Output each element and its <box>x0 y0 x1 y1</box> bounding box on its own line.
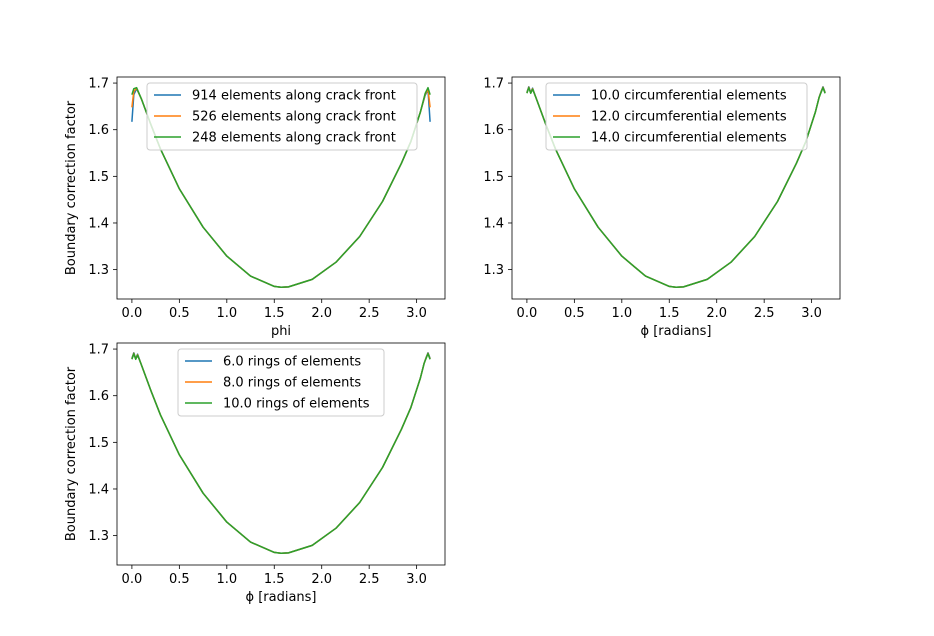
legend-entry: 10.0 circumferential elements <box>591 89 787 104</box>
x-tick-label: 2.0 <box>311 306 332 321</box>
x-tick-label: 2.5 <box>754 306 775 321</box>
y-tick-label: 1.6 <box>88 123 109 138</box>
x-tick-label: 1.0 <box>216 306 237 321</box>
legend-entry: 914 elements along crack front <box>192 89 396 104</box>
y-tick-label: 1.7 <box>88 77 109 92</box>
x-tick-label: 1.0 <box>611 306 632 321</box>
y-tick-label: 1.6 <box>88 389 109 404</box>
y-axis-label: Boundary correction factor <box>64 100 79 275</box>
x-tick-label: 0.5 <box>169 306 190 321</box>
y-tick-label: 1.5 <box>88 170 109 185</box>
x-tick-label: 0.5 <box>564 306 585 321</box>
y-tick-label: 1.3 <box>88 263 109 278</box>
y-tick-label: 1.6 <box>483 123 504 138</box>
y-tick-label: 1.4 <box>88 482 109 497</box>
axes-frame <box>116 342 446 566</box>
x-tick-label: 3.0 <box>406 306 427 321</box>
x-tick-label: 1.0 <box>216 572 237 587</box>
y-tick-label: 1.3 <box>483 263 504 278</box>
x-axis-label: ϕ [radians] <box>640 324 711 339</box>
legend-frame <box>177 348 385 417</box>
y-tick-label: 1.7 <box>88 343 109 358</box>
legend-entry: 8.0 rings of elements <box>223 376 361 391</box>
legend-frame <box>146 82 418 151</box>
x-tick-label: 2.0 <box>706 306 727 321</box>
x-tick-label: 0.5 <box>169 572 190 587</box>
x-tick-label: 2.5 <box>359 306 380 321</box>
x-tick-label: 1.5 <box>659 306 680 321</box>
subplot-1: 0.0 0.5 1.0 1.5 2.0 2.5 3.0 1.3 1.4 1.5 1.6 1.7 phi B… <box>64 76 446 339</box>
legend-entry: 6.0 rings of elements <box>223 355 361 370</box>
y-tick-label: 1.5 <box>483 170 504 185</box>
x-tick-label: 0.0 <box>517 306 538 321</box>
legend-frame <box>545 82 808 151</box>
x-tick-label: 2.0 <box>311 572 332 587</box>
y-tick-label: 1.4 <box>88 216 109 231</box>
y-tick-label: 1.5 <box>88 436 109 451</box>
x-tick-label: 3.0 <box>406 572 427 587</box>
legend-entry: 10.0 rings of elements <box>223 397 370 412</box>
legend: 10.0 circumferential elements 12.0 circum… <box>545 82 808 151</box>
x-axis-label: ϕ [radians] <box>245 590 316 605</box>
legend-entry: 14.0 circumferential elements <box>591 131 787 146</box>
subplot-3: 0.0 0.5 1.0 1.5 2.0 2.5 3.0 1.3 1.4 1.5 1.6 1.7 ϕ [r… <box>64 342 446 605</box>
x-tick-label: 1.5 <box>264 572 285 587</box>
y-tick-label: 1.7 <box>483 77 504 92</box>
x-tick-label: 3.0 <box>801 306 822 321</box>
axes-frame <box>511 76 841 300</box>
y-axis-label: Boundary correction factor <box>64 366 79 541</box>
x-axis-label: phi <box>271 324 291 339</box>
x-tick-label: 2.5 <box>359 572 380 587</box>
y-tick-label: 1.3 <box>88 529 109 544</box>
legend: 914 elements along crack front 526 elemen… <box>146 82 418 151</box>
legend-entry: 526 elements along crack front <box>192 110 396 125</box>
x-tick-label: 0.0 <box>122 306 143 321</box>
axes-frame <box>116 76 446 300</box>
y-tick-label: 1.4 <box>483 216 504 231</box>
x-tick-label: 0.0 <box>122 572 143 587</box>
legend-entry: 12.0 circumferential elements <box>591 110 787 125</box>
x-tick-label: 1.5 <box>264 306 285 321</box>
legend-entry: 248 elements along crack front <box>192 131 396 146</box>
legend: 6.0 rings of elements 8.0 rings of elemen… <box>177 348 385 417</box>
series-line-3-3 <box>131 352 431 555</box>
series-line-2-3 <box>526 86 826 289</box>
subplot-2: 0.0 0.5 1.0 1.5 2.0 2.5 3.0 1.3 1.4 1.5 1.6 1.7 ϕ [r… <box>483 76 841 339</box>
